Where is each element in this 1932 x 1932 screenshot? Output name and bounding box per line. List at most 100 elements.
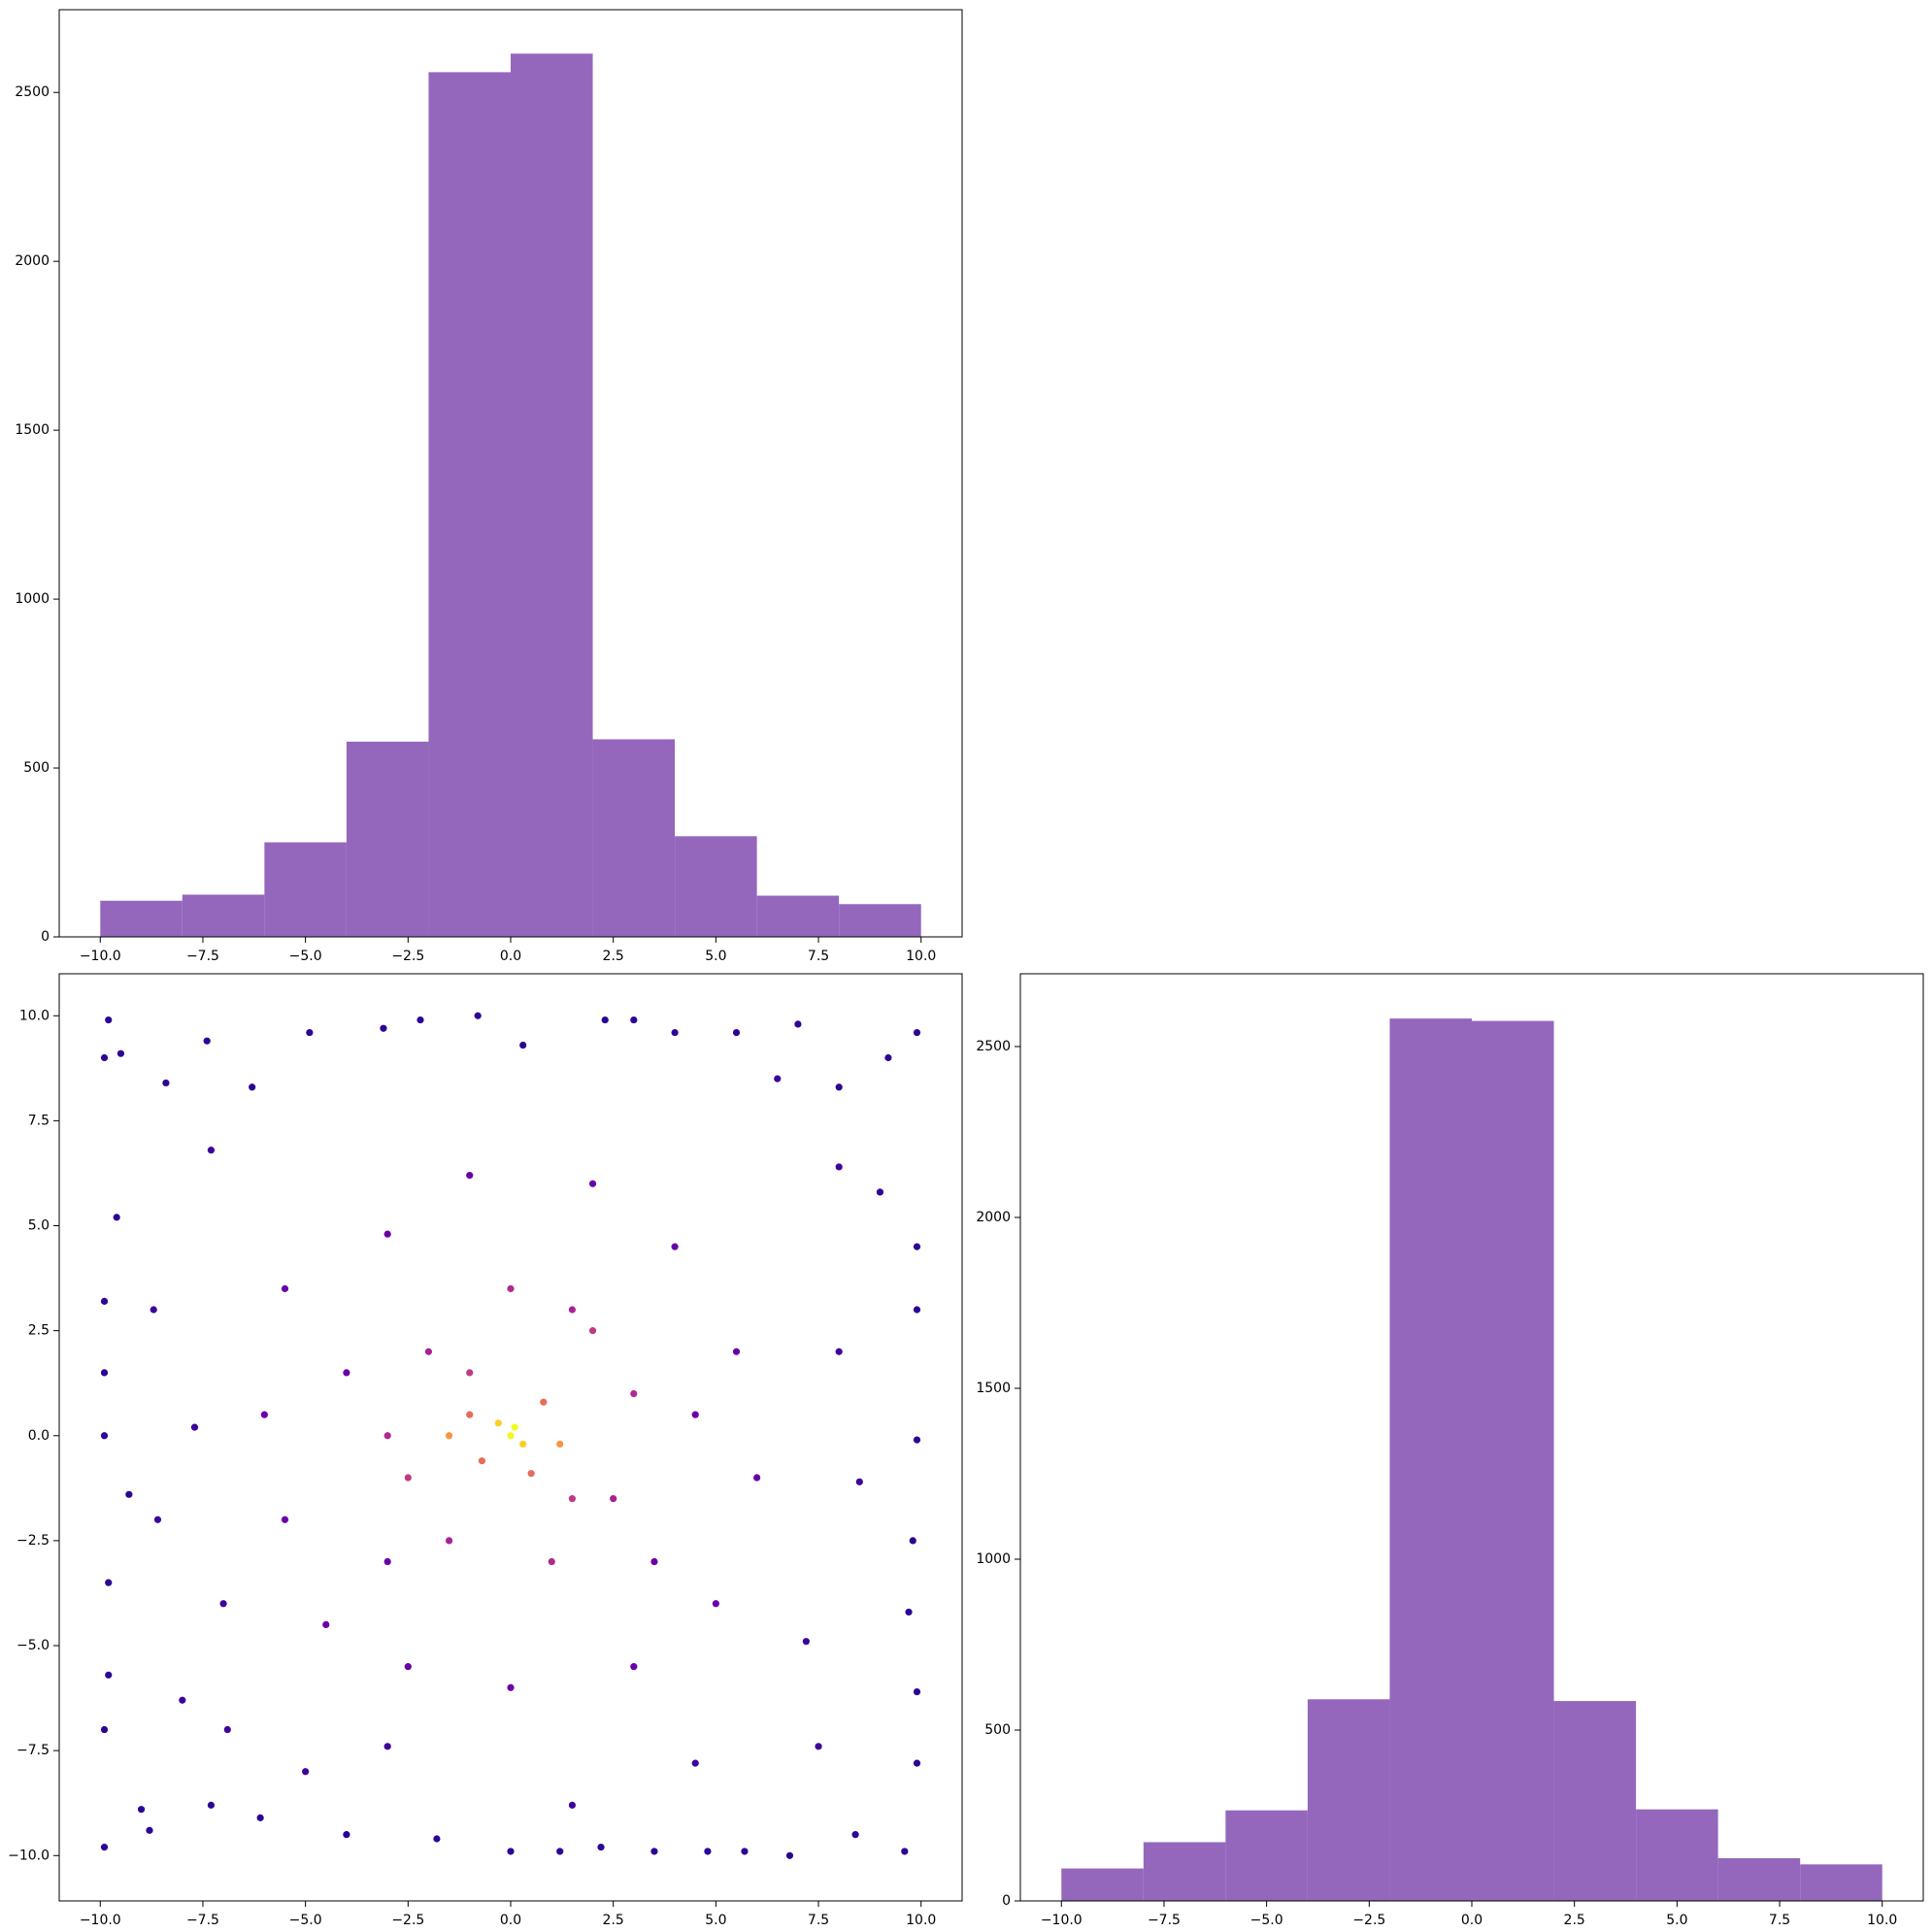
scatter-point <box>383 1557 391 1566</box>
scatter-point <box>383 1230 391 1238</box>
scatter-point <box>913 1688 921 1696</box>
scatter-point <box>190 1423 199 1431</box>
x-tick-label: 5.0 <box>705 949 726 964</box>
y-tick-label: 0.0 <box>28 1428 50 1444</box>
scatter-point <box>794 1020 802 1028</box>
x-tick-label: −5.0 <box>289 949 322 964</box>
scatter-point <box>507 1683 515 1691</box>
scatter-point <box>540 1398 548 1406</box>
scatter-point <box>146 1826 153 1834</box>
scatter-point <box>774 1075 782 1083</box>
scatter-point <box>404 1474 412 1482</box>
x-tick-label: 7.5 <box>808 949 829 964</box>
y-tick-label: −10.0 <box>8 1848 50 1863</box>
y-tick-label: 1000 <box>15 591 50 607</box>
scatter-point <box>913 1436 921 1444</box>
histogram-bar <box>839 904 921 937</box>
scatter-point <box>207 1801 216 1809</box>
scatter-point <box>556 1440 564 1449</box>
scatter-point <box>671 1028 679 1037</box>
scatter-point <box>753 1474 761 1482</box>
scatter-point <box>876 1188 884 1196</box>
scatter-point <box>219 1600 227 1608</box>
x-tick-label: −10.0 <box>80 949 121 964</box>
histogram-bar <box>1061 1868 1144 1901</box>
scatter-point <box>650 1557 658 1566</box>
scatter-point <box>494 1419 502 1427</box>
scatter-point <box>105 1579 113 1586</box>
x-tick-label: 10.0 <box>1867 1913 1897 1928</box>
scatter-point <box>445 1537 453 1545</box>
x-tick-label: −10.0 <box>80 1913 121 1928</box>
scatter-point <box>260 1411 268 1418</box>
y-tick-label: 2000 <box>15 253 50 269</box>
scatter-point <box>630 1663 638 1671</box>
x-tick-label: −7.5 <box>186 949 219 964</box>
x-tick-label: 0.0 <box>500 1913 521 1928</box>
scatter-point <box>851 1831 859 1839</box>
y-tick-label: 7.5 <box>28 1113 50 1128</box>
histogram-bar <box>1636 1809 1718 1901</box>
scatter-point <box>380 1024 387 1032</box>
scatter-point <box>223 1725 231 1734</box>
scatter-point <box>568 1306 577 1314</box>
y-tick-label: −7.5 <box>17 1743 50 1758</box>
scatter-point <box>519 1440 527 1449</box>
scatter-point <box>162 1079 170 1087</box>
scatter-point <box>100 1053 109 1062</box>
y-tick-label: 2.5 <box>28 1323 50 1339</box>
scatter-point <box>884 1053 892 1062</box>
histogram-bar <box>756 895 840 937</box>
scatter-point <box>507 1848 515 1855</box>
x-tick-label: 2.5 <box>603 949 624 964</box>
scatter-point <box>100 1432 109 1440</box>
scatter-point <box>704 1848 712 1855</box>
y-tick-label: 500 <box>23 760 50 776</box>
scatter-point <box>343 1831 350 1839</box>
x-tick-label: 5.0 <box>1666 1913 1687 1928</box>
scatter-point <box>610 1495 617 1503</box>
scatter-point <box>815 1743 822 1750</box>
scatter-point <box>507 1284 515 1292</box>
histogram-bar <box>1307 1699 1390 1901</box>
scatter-point <box>203 1037 211 1045</box>
scatter-point <box>433 1835 441 1843</box>
scatter-point <box>835 1083 843 1091</box>
scatter-point <box>322 1620 330 1629</box>
scatter-point <box>909 1537 916 1545</box>
scatter-point <box>466 1172 474 1180</box>
x-tick-label: 5.0 <box>705 1913 726 1928</box>
scatter-point <box>125 1490 133 1498</box>
scatter-point <box>835 1348 843 1355</box>
x-tick-label: −2.5 <box>1352 1913 1385 1928</box>
scatter-point <box>117 1049 125 1057</box>
histogram-bar <box>264 842 347 937</box>
scatter-point <box>901 1848 909 1855</box>
scatter-point <box>630 1389 638 1398</box>
x-tick-label: −7.5 <box>186 1913 219 1928</box>
scatter-point <box>343 1369 350 1377</box>
histogram-bar <box>428 72 511 937</box>
scatter-point <box>150 1306 157 1314</box>
x-tick-label: −5.0 <box>1250 1913 1283 1928</box>
x-tick-label: 0.0 <box>1461 1913 1482 1928</box>
scatter-point <box>527 1470 535 1478</box>
scatter-point <box>732 1348 741 1355</box>
scatter-point <box>383 1743 391 1750</box>
scatter-point <box>100 1725 109 1734</box>
histogram-bar <box>182 894 265 937</box>
x-tick-label: −5.0 <box>289 1913 322 1928</box>
x-tick-label: 0.0 <box>500 949 521 964</box>
scatter-point <box>445 1432 453 1440</box>
scatter-point <box>905 1608 913 1616</box>
scatter-point <box>466 1411 474 1418</box>
histogram-bar <box>346 741 429 937</box>
y-tick-label: 5.0 <box>28 1218 50 1234</box>
x-tick-label: −7.5 <box>1148 1913 1181 1928</box>
scatter-point <box>671 1243 679 1250</box>
x-tick-label: −10.0 <box>1041 1913 1083 1928</box>
y-tick-label: 10.0 <box>19 1008 50 1023</box>
scatter-point <box>137 1806 146 1814</box>
scatter-point <box>302 1768 310 1776</box>
scatter-point <box>249 1083 256 1091</box>
